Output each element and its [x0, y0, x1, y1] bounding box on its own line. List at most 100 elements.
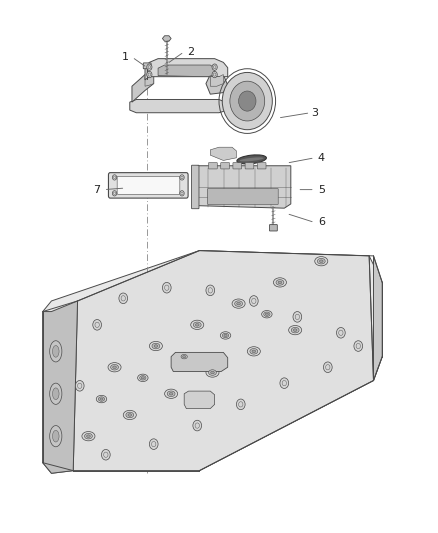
- Circle shape: [212, 64, 217, 70]
- Ellipse shape: [108, 362, 121, 372]
- Circle shape: [113, 191, 117, 196]
- Ellipse shape: [141, 377, 145, 379]
- Circle shape: [354, 341, 363, 351]
- Ellipse shape: [138, 374, 148, 382]
- Polygon shape: [171, 352, 228, 372]
- Ellipse shape: [289, 326, 302, 335]
- FancyBboxPatch shape: [143, 63, 151, 69]
- FancyBboxPatch shape: [269, 224, 277, 231]
- Ellipse shape: [235, 301, 243, 306]
- Ellipse shape: [193, 322, 201, 328]
- Ellipse shape: [239, 91, 256, 111]
- Ellipse shape: [49, 425, 62, 447]
- Ellipse shape: [319, 260, 323, 262]
- Circle shape: [119, 293, 127, 304]
- Text: 2: 2: [187, 47, 194, 56]
- Ellipse shape: [223, 333, 229, 338]
- Ellipse shape: [237, 302, 240, 305]
- FancyBboxPatch shape: [117, 176, 180, 195]
- Circle shape: [180, 175, 184, 180]
- Ellipse shape: [49, 383, 62, 405]
- Circle shape: [147, 71, 152, 78]
- Polygon shape: [130, 100, 228, 113]
- Ellipse shape: [291, 327, 299, 333]
- Text: 7: 7: [94, 184, 101, 195]
- Ellipse shape: [261, 311, 272, 318]
- Ellipse shape: [183, 356, 186, 358]
- Ellipse shape: [278, 281, 282, 284]
- Circle shape: [180, 191, 184, 196]
- FancyBboxPatch shape: [208, 189, 278, 205]
- Ellipse shape: [53, 345, 59, 357]
- Circle shape: [147, 64, 152, 70]
- Circle shape: [250, 296, 258, 306]
- FancyBboxPatch shape: [257, 163, 266, 169]
- Ellipse shape: [123, 410, 136, 419]
- Ellipse shape: [220, 332, 231, 339]
- Circle shape: [323, 362, 332, 373]
- Circle shape: [237, 399, 245, 410]
- Ellipse shape: [167, 391, 175, 397]
- Ellipse shape: [85, 433, 92, 439]
- Circle shape: [93, 319, 102, 330]
- Polygon shape: [206, 75, 228, 94]
- Circle shape: [149, 439, 158, 449]
- Ellipse shape: [247, 346, 260, 356]
- Circle shape: [280, 378, 289, 389]
- Circle shape: [336, 327, 345, 338]
- Ellipse shape: [276, 280, 284, 285]
- FancyBboxPatch shape: [221, 163, 230, 169]
- Circle shape: [206, 285, 215, 296]
- Ellipse shape: [264, 312, 270, 317]
- Ellipse shape: [154, 345, 158, 348]
- Ellipse shape: [206, 368, 219, 377]
- Ellipse shape: [96, 395, 107, 403]
- Text: 1: 1: [122, 52, 129, 62]
- Ellipse shape: [240, 157, 264, 161]
- Polygon shape: [162, 36, 171, 41]
- Circle shape: [113, 175, 117, 180]
- Circle shape: [162, 282, 171, 293]
- Text: 5: 5: [318, 184, 325, 195]
- Ellipse shape: [237, 155, 266, 164]
- Ellipse shape: [82, 432, 95, 441]
- Ellipse shape: [265, 313, 268, 316]
- Circle shape: [102, 449, 110, 460]
- Ellipse shape: [252, 350, 256, 353]
- Ellipse shape: [87, 435, 90, 438]
- Ellipse shape: [53, 430, 59, 442]
- Polygon shape: [43, 301, 78, 473]
- Polygon shape: [184, 391, 215, 409]
- Ellipse shape: [49, 341, 62, 362]
- Polygon shape: [210, 147, 237, 160]
- Polygon shape: [73, 251, 374, 471]
- Polygon shape: [43, 251, 382, 473]
- Ellipse shape: [165, 389, 178, 398]
- Ellipse shape: [208, 370, 216, 375]
- Ellipse shape: [100, 398, 103, 400]
- Ellipse shape: [113, 366, 117, 368]
- Ellipse shape: [293, 329, 297, 332]
- Ellipse shape: [126, 412, 134, 418]
- Ellipse shape: [140, 376, 146, 380]
- Ellipse shape: [181, 354, 187, 359]
- Circle shape: [193, 420, 201, 431]
- Ellipse shape: [222, 72, 272, 130]
- Ellipse shape: [250, 349, 258, 354]
- Ellipse shape: [128, 414, 131, 416]
- Ellipse shape: [149, 342, 162, 351]
- FancyBboxPatch shape: [233, 163, 242, 169]
- Text: 4: 4: [318, 153, 325, 163]
- Ellipse shape: [195, 324, 199, 326]
- Ellipse shape: [211, 372, 214, 374]
- Text: 6: 6: [318, 217, 325, 228]
- Ellipse shape: [315, 256, 328, 266]
- Ellipse shape: [232, 299, 245, 308]
- FancyBboxPatch shape: [245, 163, 254, 169]
- FancyBboxPatch shape: [109, 173, 188, 198]
- Ellipse shape: [111, 365, 118, 370]
- Circle shape: [75, 381, 84, 391]
- Polygon shape: [145, 59, 228, 80]
- Ellipse shape: [152, 343, 160, 349]
- Polygon shape: [158, 65, 215, 77]
